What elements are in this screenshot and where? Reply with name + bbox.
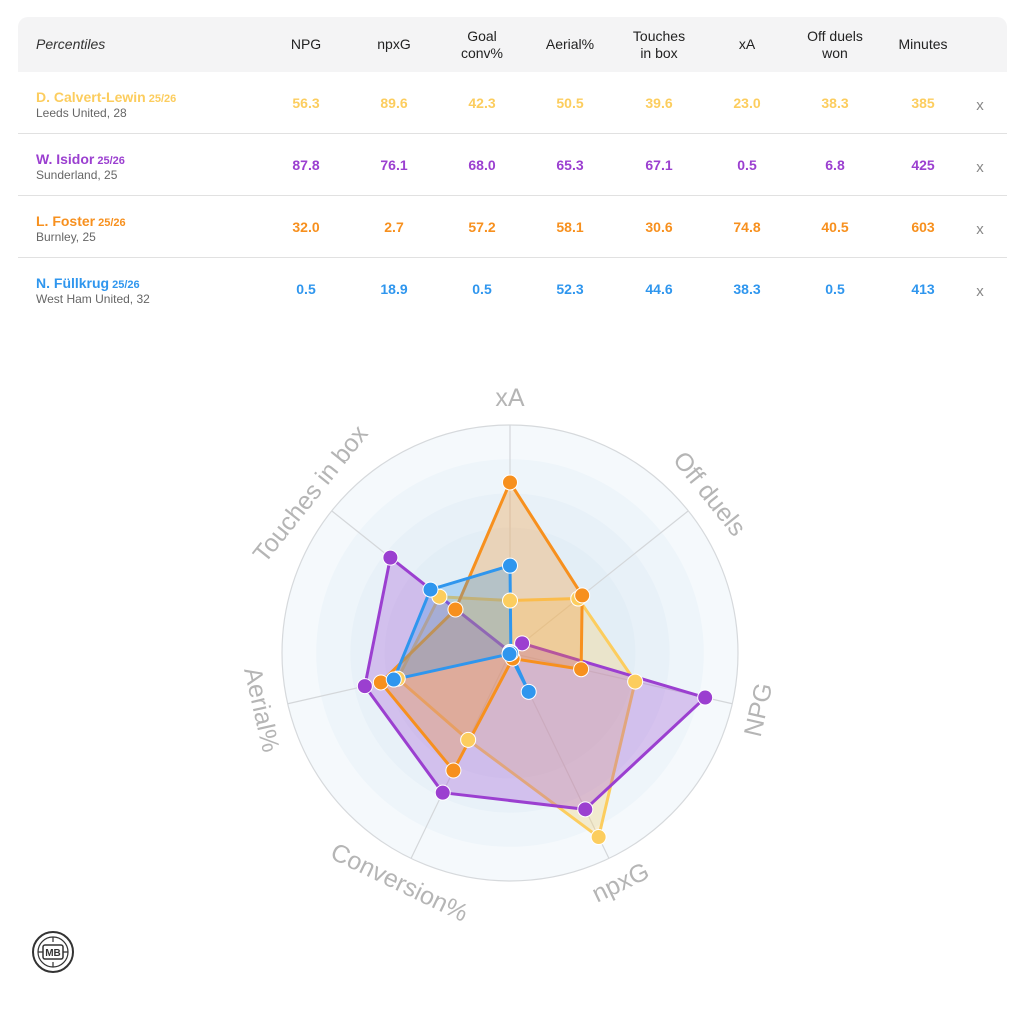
series-point	[356, 678, 373, 695]
stat-value: 0.5	[737, 156, 757, 173]
player-name-text: N. Füllkrug	[36, 275, 110, 291]
series-polygon	[363, 556, 707, 811]
stat-value: 0.5	[296, 280, 316, 297]
stat-value: 0.5	[472, 280, 492, 297]
table-row: N. Füllkrug 25/26 West Ham United, 32 0.5 18…	[18, 258, 1007, 319]
series-point	[501, 646, 518, 663]
stat-value: 6.8	[825, 156, 845, 173]
stat-value: 65.3	[556, 156, 584, 173]
player-season: 25/26	[148, 93, 177, 105]
stat-value: 0.5	[825, 280, 845, 297]
axis-label: Aerial%	[238, 665, 284, 755]
table-row: W. Isidor 25/26 Sunderland, 25 87.8 76.1 68.0…	[18, 134, 1007, 196]
column-header: Aerial%	[545, 36, 595, 52]
stat-value: 89.6	[380, 94, 408, 111]
stat-value: 68.0	[468, 156, 496, 173]
logo-text: MB	[45, 948, 61, 959]
axis-label: npxG	[588, 857, 654, 908]
stat-value: 74.8	[733, 218, 761, 235]
series-point	[460, 731, 477, 748]
player-name: N. Füllkrug 25/26	[36, 275, 140, 291]
series-point	[502, 474, 518, 491]
player-name-text: W. Isidor	[36, 151, 95, 167]
series-point	[445, 762, 462, 779]
stat-value: 385	[911, 94, 935, 111]
player-name-text: D. Calvert-Lewin	[36, 89, 146, 105]
series-point	[574, 587, 591, 604]
series-polygon	[379, 480, 584, 773]
stat-value: 603	[911, 218, 935, 235]
player-team: Sunderland, 25	[36, 168, 118, 182]
stat-value: 42.3	[468, 94, 496, 111]
column-header: Goal conv%	[460, 27, 504, 61]
stat-value: 58.1	[556, 218, 584, 235]
stat-value: 76.1	[380, 156, 408, 173]
percentiles-label: Percentiles	[36, 36, 106, 52]
column-header: npxG	[377, 36, 411, 52]
column-header: xA	[738, 36, 756, 52]
stat-value: 39.6	[645, 94, 673, 111]
stat-value: 44.6	[645, 280, 673, 297]
player-season: 25/26	[97, 155, 125, 167]
player-team: Burnley, 25	[36, 230, 96, 244]
series-point	[502, 592, 518, 609]
remove-player-button[interactable]: x	[976, 283, 984, 300]
series-polygon	[396, 595, 637, 839]
series-point	[382, 549, 399, 566]
table-header: Percentiles NPG npxG Goal conv% Aerial% Touc…	[18, 17, 1007, 72]
stat-value: 38.3	[733, 280, 761, 297]
axis-label: NPG	[739, 680, 778, 739]
percentiles-table: Percentiles NPG npxG Goal conv% Aerial% Touc…	[18, 17, 1007, 319]
series-point	[590, 829, 607, 846]
column-header: NPG	[290, 36, 322, 52]
stat-value: 50.5	[556, 94, 584, 111]
player-team: Leeds United, 28	[36, 106, 127, 120]
mb-logo-icon: MB	[32, 931, 74, 973]
remove-player-button[interactable]: x	[976, 97, 984, 114]
series-point	[434, 784, 451, 801]
remove-player-button[interactable]: x	[976, 159, 984, 176]
stat-value: 23.0	[733, 94, 761, 111]
series-point	[447, 601, 464, 618]
stat-value: 67.1	[645, 156, 673, 173]
series-point	[514, 635, 531, 652]
stat-value: 57.2	[468, 218, 496, 235]
remove-player-button[interactable]: x	[976, 221, 984, 238]
player-season: 25/26	[98, 217, 126, 229]
stat-value: 413	[911, 280, 935, 297]
stat-value: 2.7	[384, 218, 404, 235]
series-point	[385, 671, 402, 688]
series-point	[697, 689, 714, 706]
player-season: 25/26	[112, 279, 140, 291]
column-header: Touches in box	[632, 27, 686, 61]
table-row: D. Calvert-Lewin 25/26 Leeds United, 28 56.…	[18, 72, 1007, 134]
table-body: D. Calvert-Lewin 25/26 Leeds United, 28 56.…	[18, 72, 1007, 319]
stat-value: 18.9	[380, 280, 408, 297]
player-name: L. Foster 25/26	[36, 213, 126, 229]
stat-value: 425	[911, 156, 935, 173]
player-name: D. Calvert-Lewin 25/26	[36, 89, 176, 105]
axis-label: xA	[495, 384, 525, 412]
stat-value: 56.3	[292, 94, 320, 111]
series-point	[520, 683, 537, 700]
player-name-text: L. Foster	[36, 213, 96, 229]
series-point	[422, 581, 439, 598]
player-name: W. Isidor 25/26	[36, 151, 125, 167]
stat-value: 40.5	[821, 218, 849, 235]
column-header: Off duels won	[807, 27, 863, 61]
series-point	[627, 673, 644, 690]
series-point	[573, 661, 590, 678]
radar-spoke	[509, 510, 689, 654]
table-row: L. Foster 25/26 Burnley, 25 32.0 2.7 57.2 58.1…	[18, 196, 1007, 258]
stat-value: 52.3	[556, 280, 584, 297]
series-point	[502, 557, 518, 574]
series-point	[577, 801, 594, 818]
player-team: West Ham United, 32	[36, 292, 150, 306]
column-header: Minutes	[898, 36, 948, 52]
stat-value: 32.0	[292, 218, 320, 235]
stat-value: 30.6	[645, 218, 673, 235]
stat-value: 87.8	[292, 156, 320, 173]
stat-value: 38.3	[821, 94, 849, 111]
